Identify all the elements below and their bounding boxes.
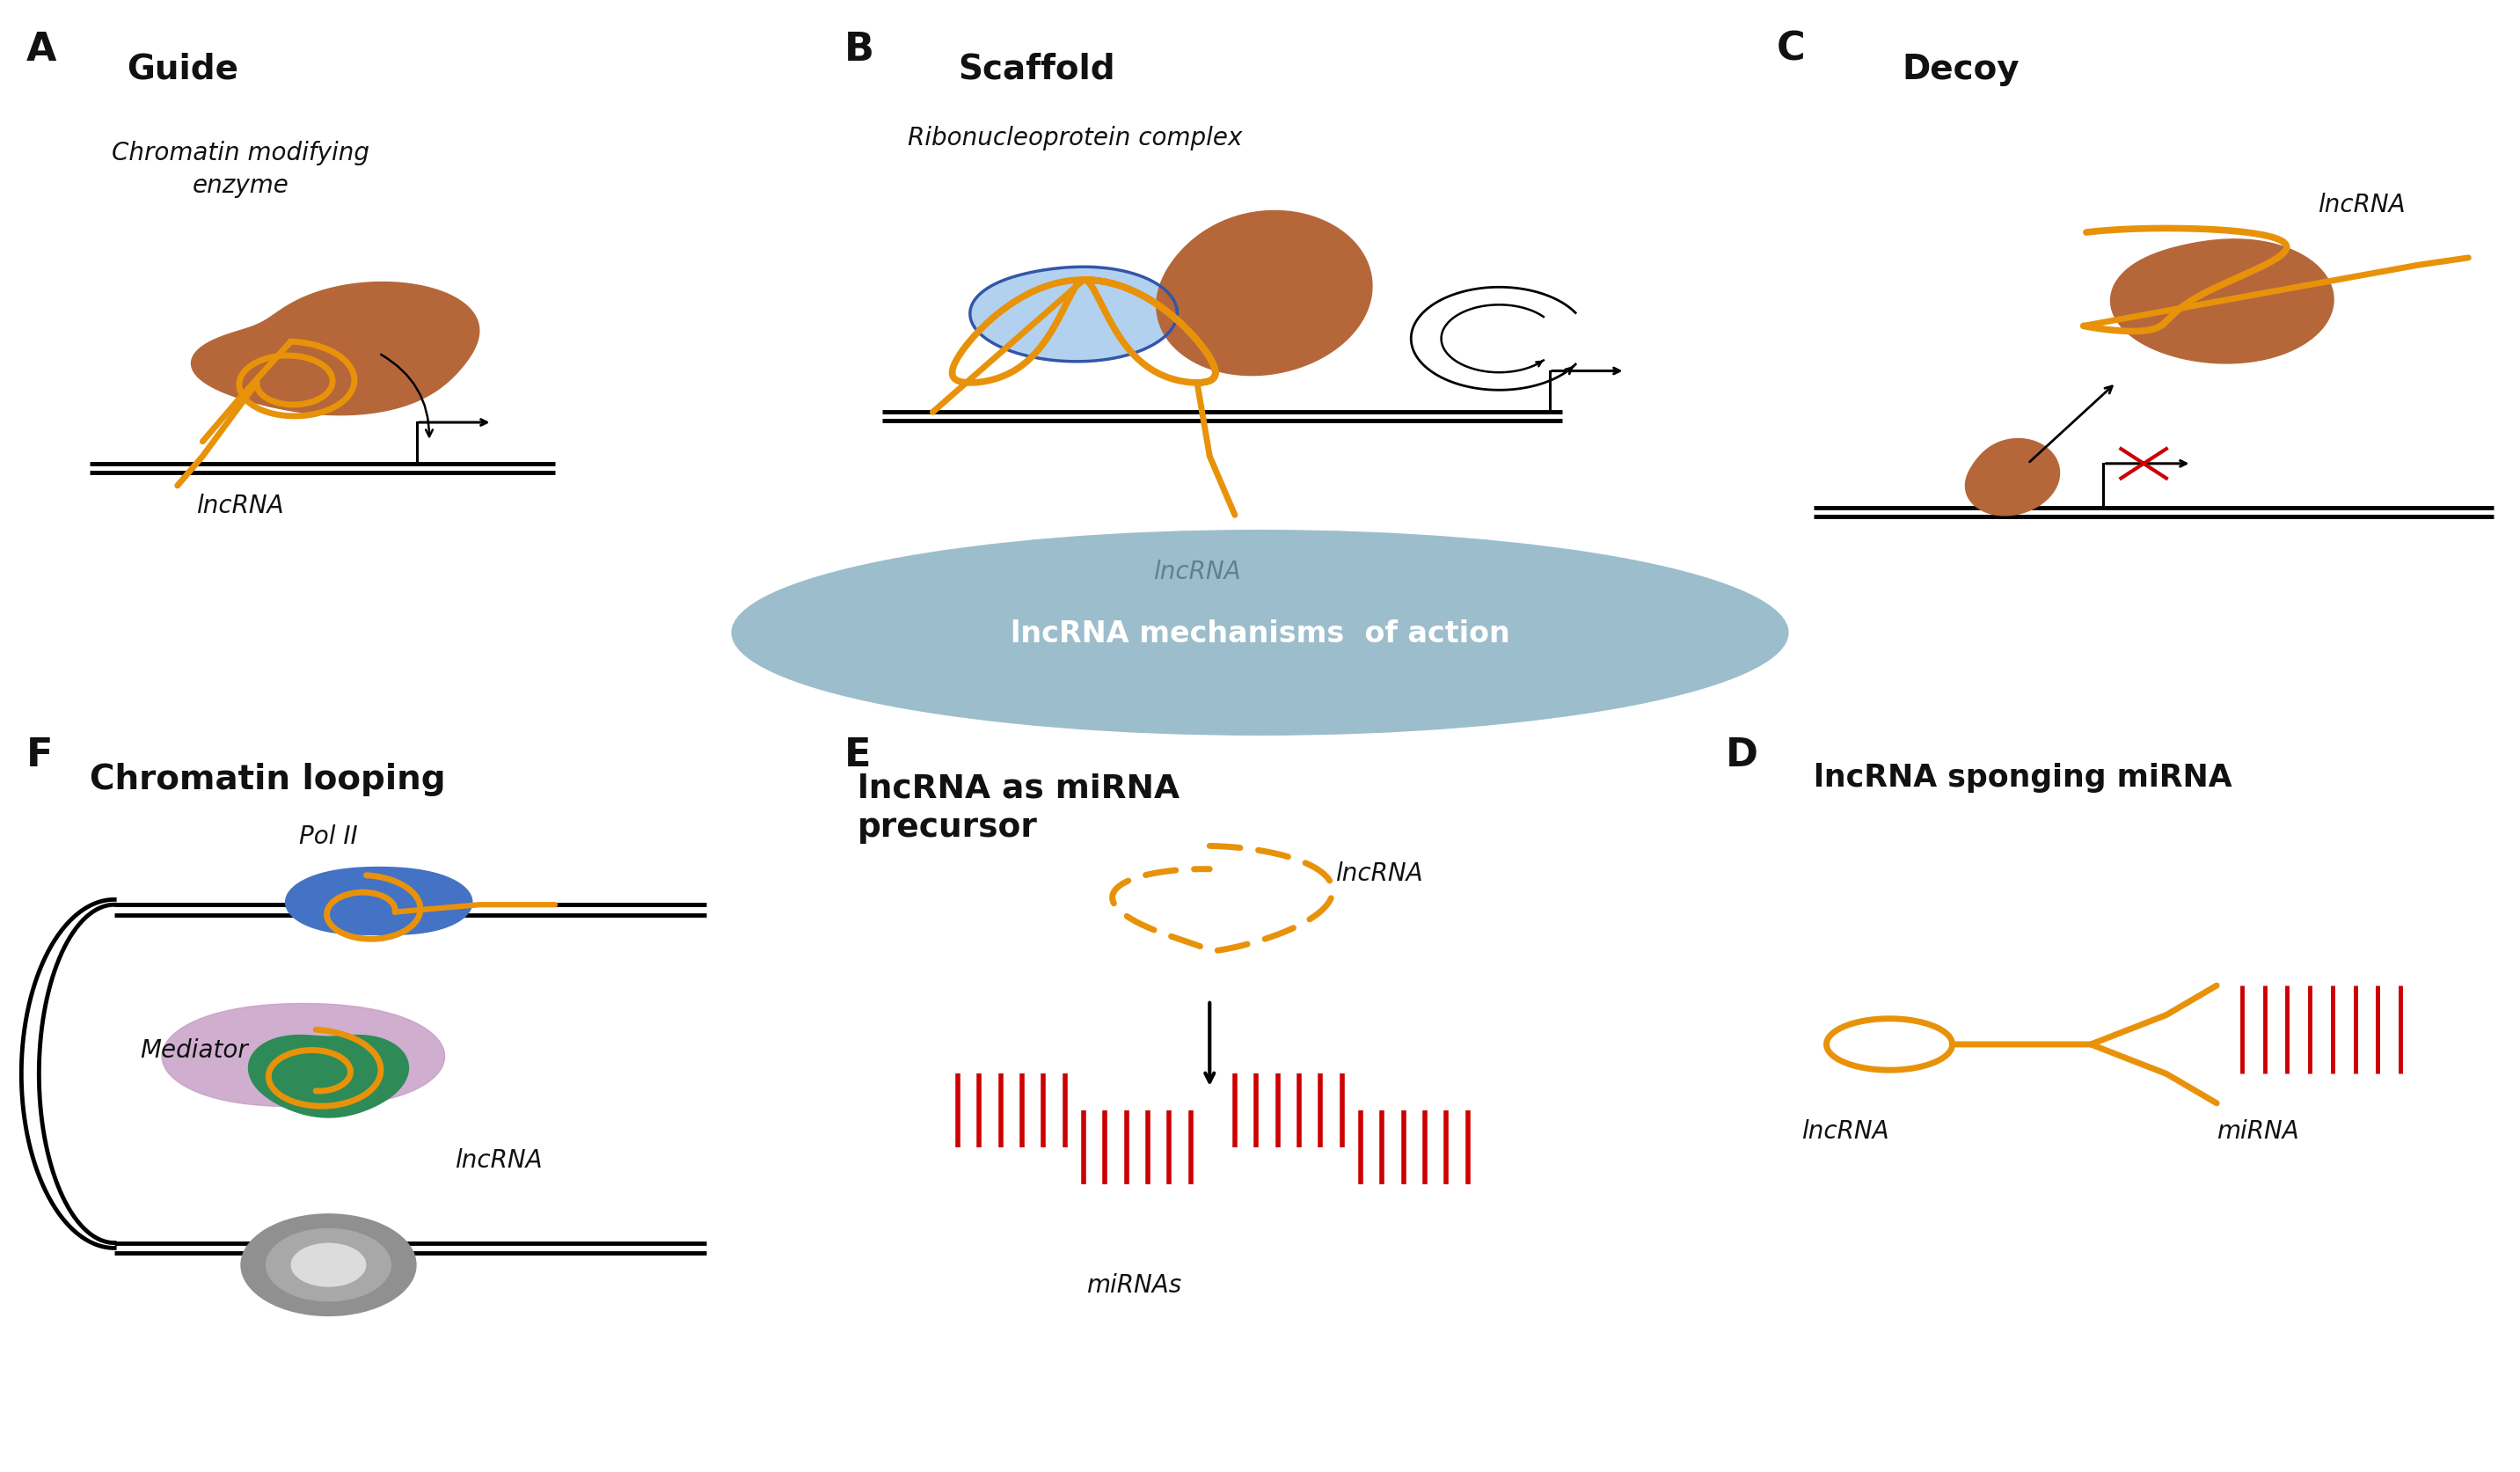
Polygon shape (2112, 240, 2334, 364)
Text: lncRNA as miRNA
precursor: lncRNA as miRNA precursor (857, 773, 1179, 843)
Text: E: E (844, 736, 872, 774)
Polygon shape (1157, 212, 1371, 375)
Text: Chromatin looping: Chromatin looping (88, 762, 446, 796)
Text: lncRNA: lncRNA (1154, 559, 1240, 584)
Circle shape (239, 1213, 416, 1316)
Text: Chromatin modifying
enzyme: Chromatin modifying enzyme (111, 141, 370, 197)
Circle shape (290, 1242, 365, 1287)
Text: Ribonucleoprotein complex: Ribonucleoprotein complex (907, 127, 1242, 150)
Text: lncRNA sponging miRNA: lncRNA sponging miRNA (1814, 762, 2233, 792)
Text: B: B (844, 31, 874, 68)
Text: Decoy: Decoy (1903, 53, 2019, 85)
Polygon shape (192, 283, 479, 415)
Text: Pol II: Pol II (300, 824, 358, 849)
Text: Scaffold: Scaffold (958, 53, 1114, 85)
Text: lncRNA: lncRNA (197, 493, 285, 518)
Text: lncRNA: lncRNA (1802, 1119, 1890, 1142)
Ellipse shape (731, 530, 1789, 736)
Text: A: A (25, 31, 58, 68)
Text: lncRNA: lncRNA (454, 1148, 542, 1172)
Polygon shape (161, 1004, 444, 1107)
Circle shape (265, 1228, 391, 1301)
Text: F: F (25, 736, 53, 774)
Text: lncRNA mechanisms  of action: lncRNA mechanisms of action (1011, 618, 1509, 648)
Polygon shape (970, 268, 1177, 362)
Text: lncRNA: lncRNA (2318, 193, 2404, 216)
Polygon shape (249, 1035, 408, 1117)
Polygon shape (285, 867, 471, 935)
Text: C: C (1777, 31, 1804, 68)
Text: Guide: Guide (126, 53, 239, 85)
Text: lncRNA: lncRNA (1336, 861, 1424, 886)
Text: miRNA: miRNA (2218, 1119, 2298, 1142)
Text: D: D (1726, 736, 1759, 774)
Text: miRNAs: miRNAs (1086, 1272, 1182, 1297)
Text: Mediator: Mediator (139, 1038, 247, 1061)
Polygon shape (1966, 439, 2059, 517)
